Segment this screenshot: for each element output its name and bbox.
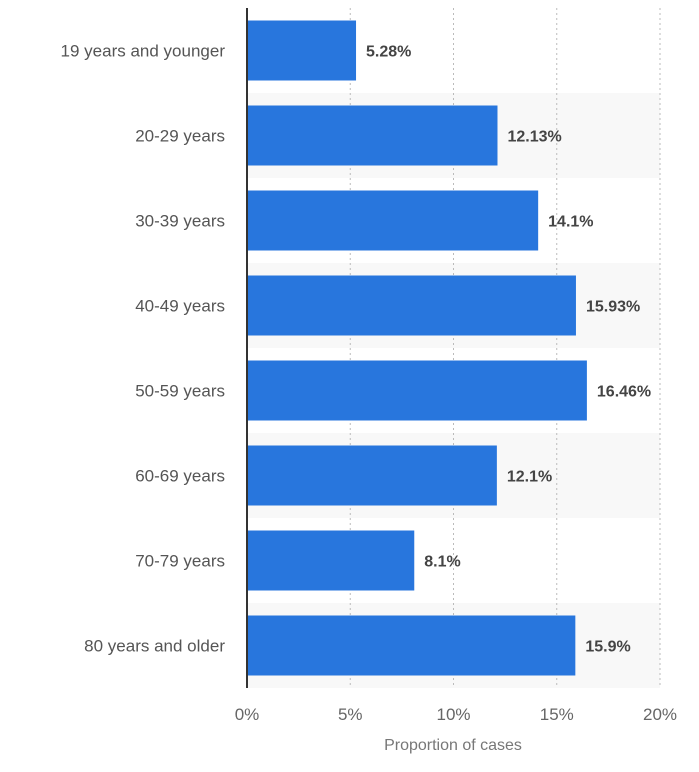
bars-group bbox=[247, 20, 587, 676]
data-label: 5.28% bbox=[366, 44, 411, 61]
category-label: 20-29 years bbox=[135, 127, 225, 146]
x-tick-label: 20% bbox=[643, 705, 677, 724]
bar bbox=[247, 20, 357, 81]
data-label: 12.1% bbox=[507, 469, 552, 486]
x-tick-label: 10% bbox=[436, 705, 470, 724]
bar bbox=[247, 275, 576, 336]
data-label: 15.9% bbox=[585, 639, 630, 656]
data-label: 15.93% bbox=[586, 299, 640, 316]
category-label: 50-59 years bbox=[135, 382, 225, 401]
category-label: 80 years and older bbox=[84, 637, 225, 656]
x-tick-label: 5% bbox=[338, 705, 363, 724]
bar bbox=[247, 190, 539, 251]
bar bbox=[247, 615, 576, 676]
category-labels: 19 years and younger 20-29 years 30-39 yea… bbox=[61, 42, 226, 656]
bar bbox=[247, 530, 415, 591]
data-label: 16.46% bbox=[597, 384, 651, 401]
x-tick-label: 0% bbox=[235, 705, 260, 724]
category-label: 30-39 years bbox=[135, 212, 225, 231]
category-label: 40-49 years bbox=[135, 297, 225, 316]
x-tick-label: 15% bbox=[540, 705, 574, 724]
category-label: 60-69 years bbox=[135, 467, 225, 486]
category-label: 19 years and younger bbox=[61, 42, 226, 61]
bar bbox=[247, 445, 497, 506]
bar bbox=[247, 105, 498, 166]
data-labels: 5.28% 12.13% 14.1% 15.93% 16.46% 12.1% 8.1% 15.… bbox=[366, 44, 651, 656]
x-tick-labels: 0% 5% 10% 15% 20% bbox=[235, 705, 677, 724]
data-label: 12.13% bbox=[507, 129, 561, 146]
bar bbox=[247, 360, 587, 421]
data-label: 8.1% bbox=[424, 554, 460, 571]
data-label: 14.1% bbox=[548, 214, 593, 231]
x-axis-title: Proportion of cases bbox=[384, 737, 522, 754]
category-label: 70-79 years bbox=[135, 552, 225, 571]
